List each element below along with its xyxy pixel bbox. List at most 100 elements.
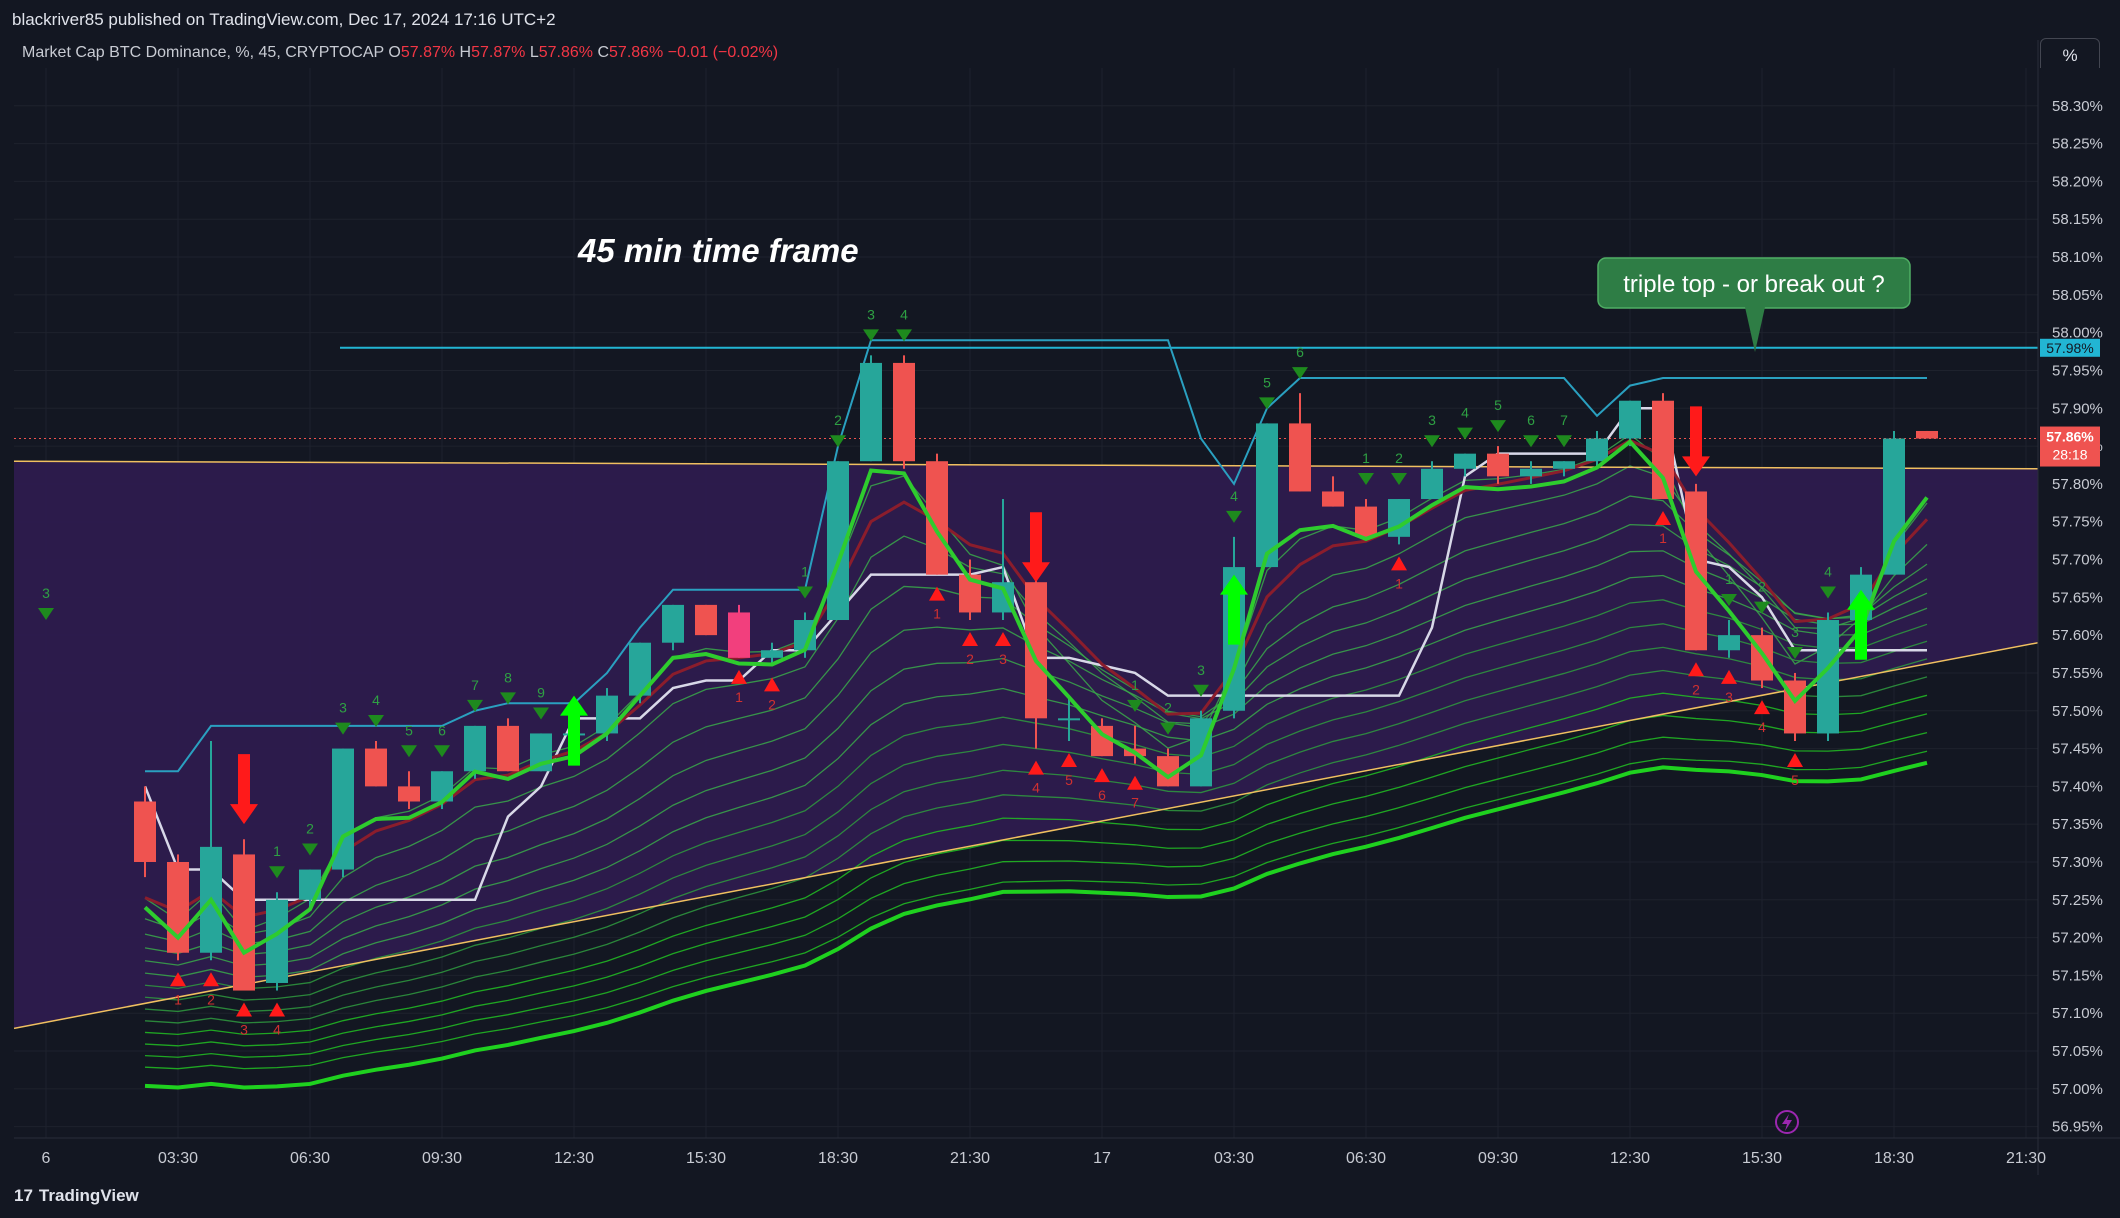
candle-body	[1454, 453, 1476, 469]
y-tick-label: 58.05%	[2052, 287, 2103, 304]
candle-body	[1586, 438, 1608, 462]
green-count-label: 4	[900, 306, 908, 322]
green-count-label: 2	[306, 821, 314, 837]
candle-body	[1619, 400, 1641, 439]
red-up-triangle	[1655, 511, 1671, 526]
red-up-triangle	[962, 632, 978, 647]
y-tick-label: 57.60%	[2052, 627, 2103, 644]
price-chart[interactable]: 3 1 2 3 4 5 6 7 8 9 1 2 3 4 1 2 3 4 5 6 1 2 3 4 5 6 7 1 2 3 4 1 2 3 4 1 2 1 2 3…	[0, 0, 2120, 1175]
red-up-triangle	[170, 972, 186, 987]
y-tick-label: 58.20%	[2052, 173, 2103, 190]
candle-body	[1916, 430, 1938, 439]
y-tick-label: 57.50%	[2052, 703, 2103, 720]
candle-body	[1322, 491, 1344, 507]
green-count-label: 6	[1527, 412, 1535, 428]
candle-body	[134, 801, 156, 862]
candle	[761, 642, 783, 666]
green-down-triangle	[1424, 435, 1440, 448]
candle	[266, 892, 288, 991]
candle	[1190, 710, 1212, 787]
candle-body	[1553, 461, 1575, 469]
candle	[1487, 446, 1509, 484]
callout-text: triple top - or break out ?	[1623, 271, 1884, 298]
green-count-label: 1	[1362, 450, 1370, 466]
candle-body	[1256, 423, 1278, 568]
y-tick-label: 57.65%	[2052, 589, 2103, 606]
red-up-triangle	[1094, 768, 1110, 783]
price-axis[interactable]	[2038, 68, 2120, 1138]
change-value: −0.01 (−0.02%)	[667, 44, 779, 61]
x-tick-label: 09:30	[1478, 1150, 1518, 1167]
candle	[1817, 612, 1839, 742]
green-count-label: 3	[867, 306, 875, 322]
red-count-label: 1	[1395, 575, 1403, 591]
green-count-label: 6	[1296, 344, 1304, 360]
red-count-label: 3	[240, 1022, 248, 1038]
candle-body	[926, 461, 948, 575]
x-tick-label: 18:30	[818, 1150, 858, 1167]
green-down-triangle	[269, 866, 285, 879]
green-count-label: 3	[1197, 662, 1205, 678]
red-up-triangle	[1721, 669, 1737, 684]
tradingview-brand[interactable]: 17 TradingView	[14, 1186, 139, 1206]
ribbon-line	[144, 669, 1928, 1024]
x-tick-label: 12:30	[1610, 1150, 1650, 1167]
red-up-triangle	[929, 586, 945, 601]
red-count-label: 6	[1098, 787, 1106, 803]
x-tick-label: 6	[42, 1150, 51, 1167]
candle-body	[596, 695, 618, 734]
candle	[1091, 718, 1113, 757]
low-label: L	[529, 44, 539, 61]
green-up-arrow	[1847, 589, 1875, 660]
green-down-triangle	[1226, 510, 1242, 523]
candle-body	[629, 642, 651, 696]
candle	[1256, 423, 1278, 568]
green-count-label: 1	[273, 843, 281, 859]
candle-body	[431, 771, 453, 802]
y-tick-label: 57.75%	[2052, 514, 2103, 531]
green-count-label: 4	[1230, 488, 1238, 504]
red-count-label: 3	[1725, 689, 1733, 705]
lightning-icon[interactable]	[1775, 1110, 1799, 1134]
red-up-triangle	[1391, 556, 1407, 571]
red-count-label: 3	[999, 651, 1007, 667]
green-count-label: 1	[1131, 677, 1139, 693]
symbol-name[interactable]: Market Cap BTC Dominance, %, 45, CRYPTOC…	[22, 44, 384, 61]
candle-body	[1718, 635, 1740, 651]
resistance-label: 57.98%	[2046, 340, 2093, 356]
red-count-label: 7	[1131, 795, 1139, 811]
candle	[1355, 499, 1377, 537]
green-slow-ema	[144, 760, 1928, 1090]
candle-body	[1487, 453, 1509, 477]
green-count-label: 9	[537, 684, 545, 700]
green-down-triangle	[1556, 435, 1572, 448]
candle	[860, 355, 882, 462]
green-down-triangle	[302, 843, 318, 856]
candle	[1553, 461, 1575, 477]
publish-header: blackriver85 published on TradingView.co…	[0, 0, 2120, 40]
green-count-label: 2	[1164, 700, 1172, 716]
green-down-triangle	[1127, 699, 1143, 712]
x-tick-label: 09:30	[422, 1150, 462, 1167]
green-down-triangle	[1259, 397, 1275, 410]
x-tick-label: 21:30	[2006, 1150, 2046, 1167]
candle	[1619, 400, 1641, 447]
y-tick-label: 56.95%	[2052, 1119, 2103, 1136]
chart-annotation-title: 45 min time frame	[577, 232, 859, 269]
candle	[398, 771, 420, 810]
green-down-triangle	[797, 586, 813, 599]
y-tick-label: 57.55%	[2052, 665, 2103, 682]
candle	[893, 355, 915, 469]
red-count-label: 2	[207, 991, 215, 1007]
candle	[1289, 393, 1311, 492]
green-down-triangle	[1523, 435, 1539, 448]
x-axis-ticks: 6 03:30 06:30 09:30 12:30 15:30 18:30 21:30 17 03…	[42, 1150, 2047, 1167]
green-down-triangle	[335, 722, 351, 735]
candle	[1718, 620, 1740, 658]
green-count-label: 3	[1428, 412, 1436, 428]
candle	[1454, 453, 1476, 477]
candle-body	[1652, 400, 1674, 500]
green-down-triangle	[1292, 367, 1308, 380]
candle	[695, 604, 717, 636]
green-down-triangle	[38, 608, 54, 621]
